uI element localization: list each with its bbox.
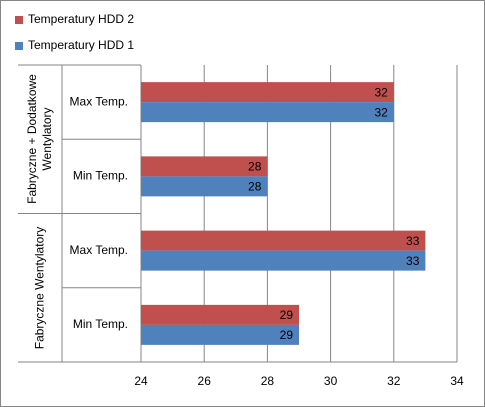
x-tick-label: 26: [198, 374, 212, 388]
bar: [141, 304, 299, 325]
x-tick-label: 28: [261, 374, 275, 388]
legend-label: Temperatury HDD 2: [28, 12, 134, 26]
y-tick-label: Min Temp.: [73, 169, 128, 183]
legend-label: Temperatury HDD 1: [28, 38, 134, 52]
data-label: 33: [406, 234, 420, 248]
bar: [141, 176, 268, 197]
data-label: 29: [280, 328, 294, 342]
bar: [141, 230, 426, 251]
data-label: 32: [374, 105, 388, 119]
bar: [141, 250, 426, 271]
data-label: 29: [280, 308, 294, 322]
x-tick-label: 34: [450, 374, 464, 388]
x-tick-label: 32: [387, 374, 401, 388]
bar: [141, 156, 268, 177]
legend-swatch: [15, 42, 23, 50]
x-tick-label: 24: [134, 374, 148, 388]
data-label: 28: [248, 180, 262, 194]
legend-swatch: [15, 16, 23, 24]
data-label: 32: [374, 85, 388, 99]
y-tick-label: Min Temp.: [73, 317, 128, 331]
x-tick-label: 30: [324, 374, 338, 388]
bar: [141, 324, 299, 345]
y-tick-label: Max Temp.: [70, 243, 128, 257]
bar: [141, 102, 394, 123]
bar: [141, 82, 394, 103]
group-label: Fabryczne + Dodatkowe Wentylatory: [25, 74, 54, 205]
data-label: 28: [248, 160, 262, 174]
y-tick-label: Max Temp.: [70, 94, 128, 108]
data-label: 33: [406, 254, 420, 268]
group-label: Fabryczne Wentylatory: [32, 226, 47, 350]
